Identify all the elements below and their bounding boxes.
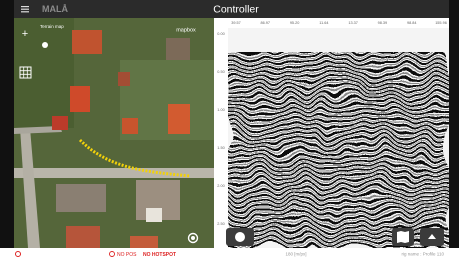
record-icon (235, 232, 245, 242)
distance-label: 39.57 (231, 21, 241, 25)
map-attribution: mapbox (176, 27, 196, 33)
map-house (72, 30, 102, 54)
map-house (56, 184, 106, 212)
depth-label: 1.50 (217, 146, 224, 150)
distance-label: 13.37 (348, 21, 358, 25)
zoom-in-icon: + (22, 28, 28, 40)
distance-label: 11.64 (319, 21, 328, 25)
map-house (166, 38, 190, 60)
depth-label: 0.00 (217, 32, 224, 36)
menu-button[interactable] (21, 6, 29, 12)
menu-line (21, 11, 29, 12)
toggle-label: Terrain map (40, 24, 64, 29)
map-view[interactable] (14, 18, 214, 248)
app-screen: MALÅ Controller + Terrain map mapbox (0, 0, 459, 260)
menu-line (21, 6, 29, 7)
depth-label: 0.50 (217, 70, 224, 74)
distance-label: 86.97 (261, 21, 271, 25)
map-house (122, 118, 138, 134)
expand-button[interactable] (420, 228, 444, 246)
locate-dot (191, 236, 195, 240)
record-button[interactable] (226, 228, 254, 246)
position-status-text: NO POS (117, 252, 137, 258)
depth-label: 2.00 (217, 184, 224, 188)
radargram-air-zone (228, 30, 449, 52)
map-house (52, 116, 68, 130)
hotspot-status: NO HOTSPOT (143, 252, 176, 258)
toggle-knob (42, 42, 48, 48)
map-icon (397, 231, 409, 243)
radargram-signal (228, 48, 449, 248)
zoom-in-button[interactable]: + (22, 28, 28, 40)
menu-line (21, 9, 29, 10)
map-toggle-button[interactable] (392, 228, 414, 246)
map-house (70, 86, 90, 112)
scale-text: 180 [m/px] (285, 252, 306, 257)
distance-label: 98.84 (407, 21, 417, 25)
logo: MALÅ (42, 4, 68, 14)
radargram-image (228, 30, 449, 248)
title: Controller (213, 3, 259, 15)
bezel-right (449, 0, 459, 248)
distance-label: 98.39 (378, 21, 388, 25)
rig-name: rig name : Profile 110 (402, 252, 445, 257)
depth-label: 2.50 (217, 222, 224, 226)
bezel-left (0, 0, 14, 248)
map-house (146, 208, 162, 222)
page: {"header": {"logo": "MALÅ", "title": "Co… (0, 0, 459, 260)
distance-label: 95.20 (290, 21, 300, 25)
depth-ruler (214, 28, 228, 248)
distance-label: 155.96 (435, 21, 447, 25)
map-house (66, 226, 100, 248)
map-house (130, 236, 158, 248)
map-house (118, 72, 130, 86)
status-bar (0, 248, 459, 260)
map-house (168, 104, 190, 134)
depth-label: 1.00 (217, 108, 224, 112)
